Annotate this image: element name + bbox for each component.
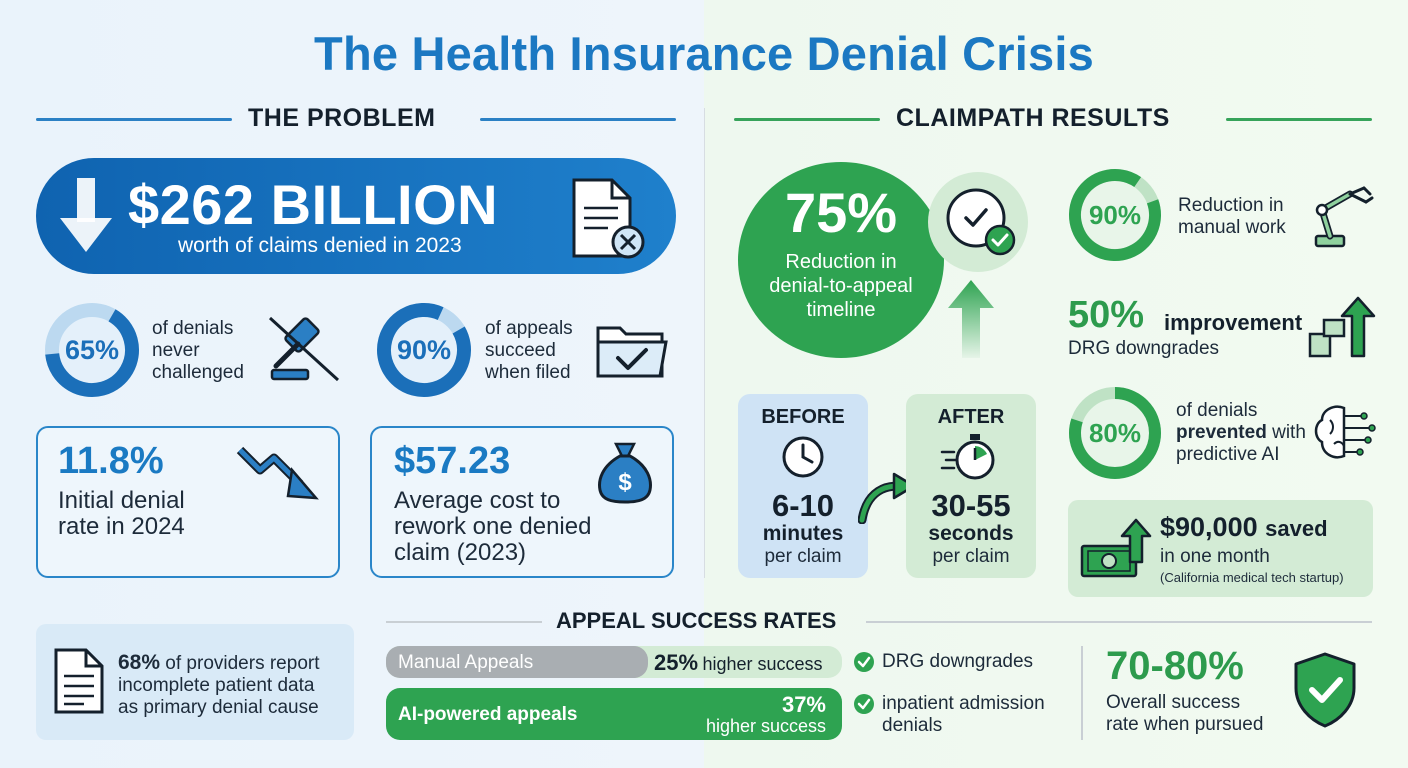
clock-icon <box>782 436 824 478</box>
manual-work-text: Reduction in manual work <box>1178 195 1286 238</box>
brain-circuit-icon <box>1314 405 1376 459</box>
svg-text:$: $ <box>618 469 632 496</box>
before-range: 6-10 <box>771 488 835 523</box>
problem-rule-right <box>480 118 676 121</box>
drg-text: DRG downgrades <box>1068 338 1220 359</box>
ring-percent: 90% <box>396 334 452 365</box>
check-icon <box>854 652 874 672</box>
denial-rate-text: Initial denial rate in 2024 <box>58 487 185 540</box>
timeline-text: Reduction in denial-to-appeal timeline <box>769 251 913 321</box>
ai-appeals-suffix: higher success <box>705 716 826 736</box>
appeals-rule-left <box>386 621 542 623</box>
page-title: The Health Insurance Denial Crisis <box>314 27 1094 80</box>
after-per: per claim <box>932 546 1010 567</box>
shield-check-icon <box>1294 652 1356 728</box>
appeals-vertical-divider <box>1081 646 1083 740</box>
before-unit: minutes <box>762 522 844 545</box>
before-box <box>738 394 868 578</box>
denied-banner <box>36 158 676 274</box>
check-icon <box>854 694 874 714</box>
ai-appeals-label: AI-powered appeals <box>398 704 578 725</box>
down-arrow-icon <box>60 178 112 252</box>
prevented-ring: 80% <box>1066 384 1164 482</box>
overall-text: Overall success rate when pursued <box>1106 692 1264 735</box>
after-range: 30-55 <box>931 488 1011 523</box>
ai-appeals-pct: 37% <box>781 692 826 717</box>
ring-percent: 65% <box>64 334 120 365</box>
timeline-circle <box>738 162 944 358</box>
up-arrow-icon <box>948 280 994 358</box>
manual-appeals-value: 25% higher success <box>654 650 823 675</box>
savings-period: in one month <box>1160 546 1270 567</box>
results-rule-right <box>1226 118 1372 121</box>
after-label: AFTER <box>937 406 1005 428</box>
denial-rate-card <box>36 426 340 578</box>
problem-header: THE PROBLEM <box>248 104 436 132</box>
document-icon <box>54 648 104 714</box>
denied-document-icon <box>572 178 645 259</box>
drg-percent: 50% <box>1068 294 1145 336</box>
results-rule-left <box>734 118 880 121</box>
stopwatch-icon <box>940 434 995 480</box>
appeals-header: APPEAL SUCCESS RATES <box>556 608 837 633</box>
check-drg-text: DRG downgrades <box>882 651 1034 672</box>
ai-appeals-bar <box>386 688 842 740</box>
after-box <box>906 394 1036 578</box>
bar-chart-up-icon <box>1308 296 1376 358</box>
money-bag-icon: $ <box>598 442 652 504</box>
gavel-crossed-icon <box>268 316 340 382</box>
overall-range: 70-80% <box>1106 644 1244 688</box>
appeals-rule-right <box>866 621 1372 623</box>
ring-percent: 80% <box>1088 417 1142 448</box>
savings-amount: $90,000 saved <box>1160 512 1328 542</box>
appeals-succeed-ring: 90% <box>374 300 474 400</box>
results-header: CLAIMPATH RESULTS <box>896 104 1170 132</box>
prevented-text: of denials prevented with predictive AI <box>1176 400 1306 465</box>
incomplete-data-text: 68% of providers report incomplete patie… <box>118 651 320 719</box>
rework-cost-number: $57.23 <box>394 440 511 482</box>
cash-up-icon <box>1080 518 1152 578</box>
trend-down-icon <box>236 446 319 500</box>
savings-source: (California medical tech startup) <box>1160 570 1344 585</box>
rework-cost-text: Average cost to rework one denied claim … <box>394 487 592 566</box>
manual-work-ring: 90% <box>1066 166 1164 264</box>
appeals-succeed-text: of appeals succeed when filed <box>485 318 573 383</box>
denials-unchallenged-text: of denials never challenged <box>152 318 244 383</box>
manual-appeals-label: Manual Appeals <box>398 652 534 673</box>
drg-improvement-word: improvement <box>1164 310 1303 335</box>
before-label: BEFORE <box>761 406 845 428</box>
clock-check-icon <box>928 172 1028 272</box>
banner-amount: $262 BILLION <box>128 173 499 236</box>
after-unit: seconds <box>928 522 1014 545</box>
check-inpatient-text: inpatient admission denials <box>882 693 1045 736</box>
timeline-percent: 75% <box>784 181 898 244</box>
denials-unchallenged-ring: 65% <box>42 300 142 400</box>
manual-appeals-bar <box>386 646 648 678</box>
robot-arm-icon <box>1314 186 1374 248</box>
before-per: per claim <box>764 546 842 567</box>
ring-percent: 90% <box>1088 199 1142 230</box>
folder-check-icon <box>596 326 668 378</box>
center-divider <box>704 108 705 578</box>
problem-rule-left <box>36 118 232 121</box>
denial-rate-number: 11.8% <box>58 440 164 482</box>
curved-arrow-icon <box>858 472 916 524</box>
banner-subtitle: worth of claims denied in 2023 <box>178 234 462 257</box>
